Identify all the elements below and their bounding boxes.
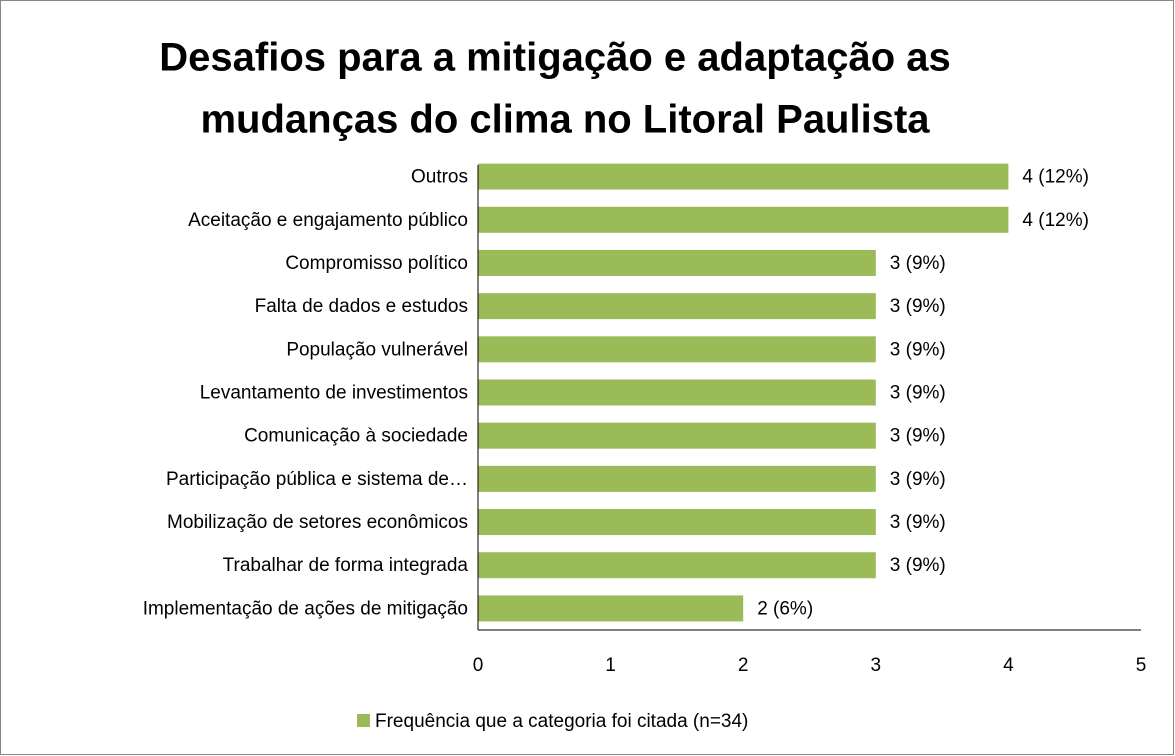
legend-swatch	[357, 714, 370, 727]
data-label: 2 (6%)	[757, 598, 813, 619]
bar	[478, 509, 876, 536]
x-tick-label: 0	[473, 655, 484, 676]
chart-title: mudanças do clima no Litoral Paulista	[200, 98, 930, 142]
y-tick-label: Implementação de ações de mitigação	[143, 598, 468, 619]
bar	[478, 249, 876, 276]
bar	[478, 379, 876, 406]
y-tick-label: Participação pública e sistema de…	[166, 469, 468, 490]
x-tick-label: 5	[1136, 655, 1147, 676]
bar	[478, 293, 876, 320]
x-tick-label: 1	[605, 655, 616, 676]
x-tick-label: 2	[738, 655, 749, 676]
bar	[478, 465, 876, 492]
bar	[478, 552, 876, 579]
bar	[478, 336, 876, 363]
chart-title: Desafios para a mitigação e adaptação as	[159, 36, 950, 80]
y-tick-label: Compromisso político	[285, 253, 468, 274]
y-tick-label: Falta de dados e estudos	[255, 296, 468, 317]
bar	[478, 163, 1009, 190]
x-tick-label: 3	[871, 655, 882, 676]
data-label: 3 (9%)	[890, 339, 946, 360]
y-tick-label: Levantamento de investimentos	[200, 383, 468, 404]
y-tick-label: Comunicação à sociedade	[244, 426, 468, 447]
data-label: 4 (12%)	[1022, 210, 1089, 231]
data-label: 3 (9%)	[890, 512, 946, 533]
data-label: 4 (12%)	[1022, 167, 1089, 188]
bar	[478, 595, 744, 622]
bar	[478, 422, 876, 449]
y-tick-label: População vulnerável	[286, 339, 468, 360]
data-label: 3 (9%)	[890, 296, 946, 317]
data-label: 3 (9%)	[890, 555, 946, 576]
bar	[478, 206, 1009, 233]
data-label: 3 (9%)	[890, 469, 946, 490]
y-tick-label: Outros	[411, 167, 468, 188]
x-tick-label: 4	[1003, 655, 1014, 676]
y-tick-label: Aceitação e engajamento público	[188, 210, 468, 231]
data-label: 3 (9%)	[890, 426, 946, 447]
y-tick-label: Trabalhar de forma integrada	[223, 555, 469, 576]
data-label: 3 (9%)	[890, 253, 946, 274]
y-tick-label: Mobilização de setores econômicos	[167, 512, 468, 533]
data-label: 3 (9%)	[890, 383, 946, 404]
legend-label: Frequência que a categoria foi citada (n…	[375, 711, 748, 732]
